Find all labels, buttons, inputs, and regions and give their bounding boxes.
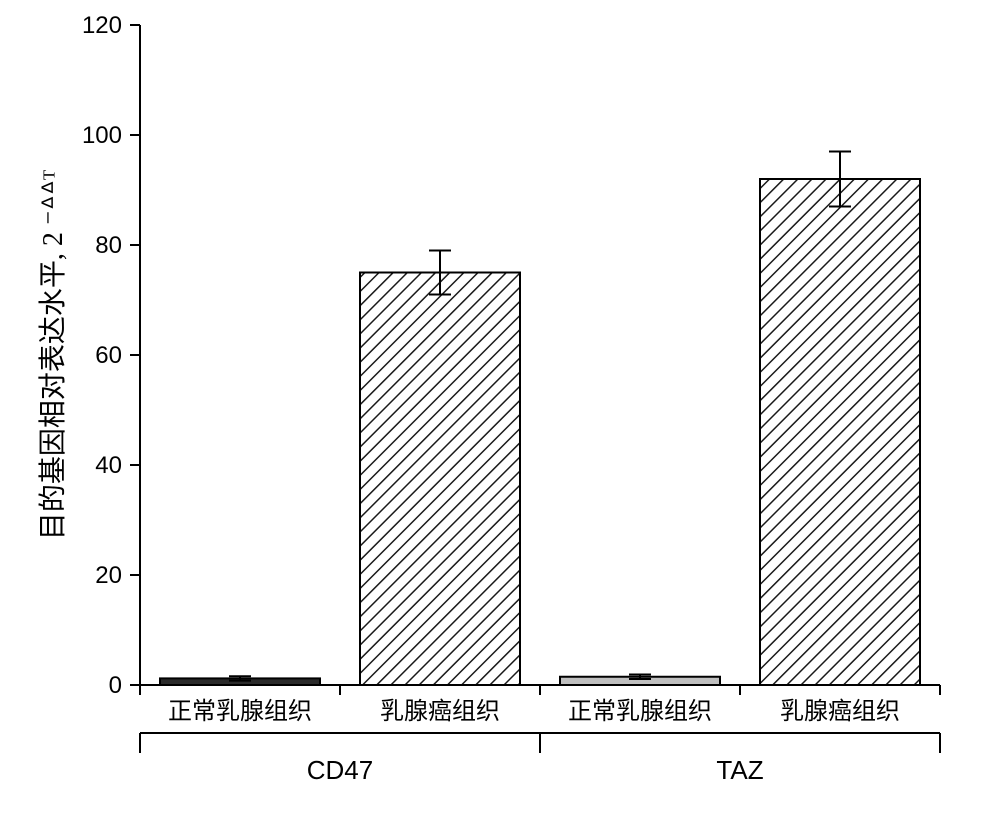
y-tick-label: 120 [82, 12, 122, 39]
y-axis-title: 目的基因相对表达水平, 2 ⁻ᐞᐞᵀ [37, 170, 69, 540]
y-tick-label: 40 [95, 452, 122, 479]
bars [160, 179, 920, 685]
y-tick-label: 20 [95, 562, 122, 589]
x-category-label: 乳腺癌组织 [380, 698, 500, 725]
y-tick-label: 0 [109, 672, 122, 699]
error-bars [229, 152, 851, 681]
x-group-label: CD47 [307, 755, 373, 785]
y-tick-label: 100 [82, 122, 122, 149]
y-tick-label: 60 [95, 342, 122, 369]
bar-TAZ-cancer [760, 179, 920, 685]
x-category-label: 正常乳腺组织 [568, 698, 712, 725]
chart-container: 0 20 40 60 80 100 120 正常乳腺组织 乳腺癌组织 正常乳腺组织 乳腺癌组织 CD… [0, 0, 1000, 827]
bar-chart: 0 20 40 60 80 100 120 正常乳腺组织 乳腺癌组织 正常乳腺组织 乳腺癌组织 CD… [0, 0, 1000, 827]
x-category-label: 乳腺癌组织 [780, 698, 900, 725]
x-labels: 正常乳腺组织 乳腺癌组织 正常乳腺组织 乳腺癌组织 CD47 TAZ [168, 698, 900, 785]
bar-CD47-cancer [360, 273, 520, 686]
x-group-label: TAZ [716, 755, 763, 785]
y-tick-label: 80 [95, 232, 122, 259]
x-category-label: 正常乳腺组织 [168, 698, 312, 725]
